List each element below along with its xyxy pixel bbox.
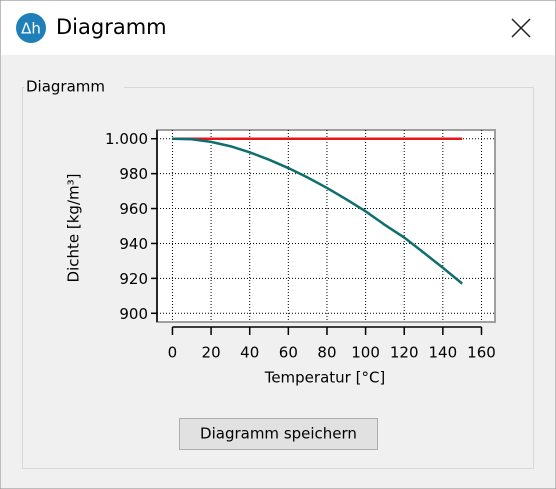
x-tick-label: 140: [429, 344, 458, 362]
app-icon: [16, 13, 46, 43]
y-tick-label: 900: [119, 305, 148, 323]
app-icon-text: Δh: [21, 20, 41, 38]
group-label: Diagramm: [26, 78, 105, 96]
x-tick-label: 80: [317, 344, 336, 362]
x-tick-label: 40: [240, 344, 259, 362]
y-tick-label: 1.000: [105, 130, 148, 148]
y-tick-label: 940: [119, 235, 148, 253]
x-tick-label: 160: [467, 344, 496, 362]
chart: 900 920 940 960 980 1.000 0 20 40 60 80 100 120 140 16…: [65, 129, 496, 387]
y-tick-label: 960: [119, 200, 148, 218]
x-tick-label: 20: [202, 344, 221, 362]
x-tick-label: 0: [168, 344, 178, 362]
title-bar: [1, 1, 555, 55]
close-button[interactable]: [511, 18, 531, 38]
x-tick-label: 100: [351, 344, 380, 362]
y-axis-label: Dichte [kg/m³]: [65, 174, 83, 283]
series-line: [172, 137, 463, 285]
x-tick-label: 120: [390, 344, 419, 362]
group-label-bg: [24, 78, 124, 96]
save-button[interactable]: Diagramm speichern: [179, 418, 378, 450]
plot-area: [156, 129, 496, 323]
y-tick-label: 920: [119, 270, 148, 288]
window-title: Diagramm: [56, 15, 167, 39]
y-tick-label: 980: [119, 165, 148, 183]
group-box: [22, 87, 534, 469]
x-axis-label: Temperatur [°C]: [264, 369, 386, 387]
save-button-label[interactable]: Diagramm speichern: [200, 425, 357, 443]
x-tick-label: 60: [279, 344, 298, 362]
